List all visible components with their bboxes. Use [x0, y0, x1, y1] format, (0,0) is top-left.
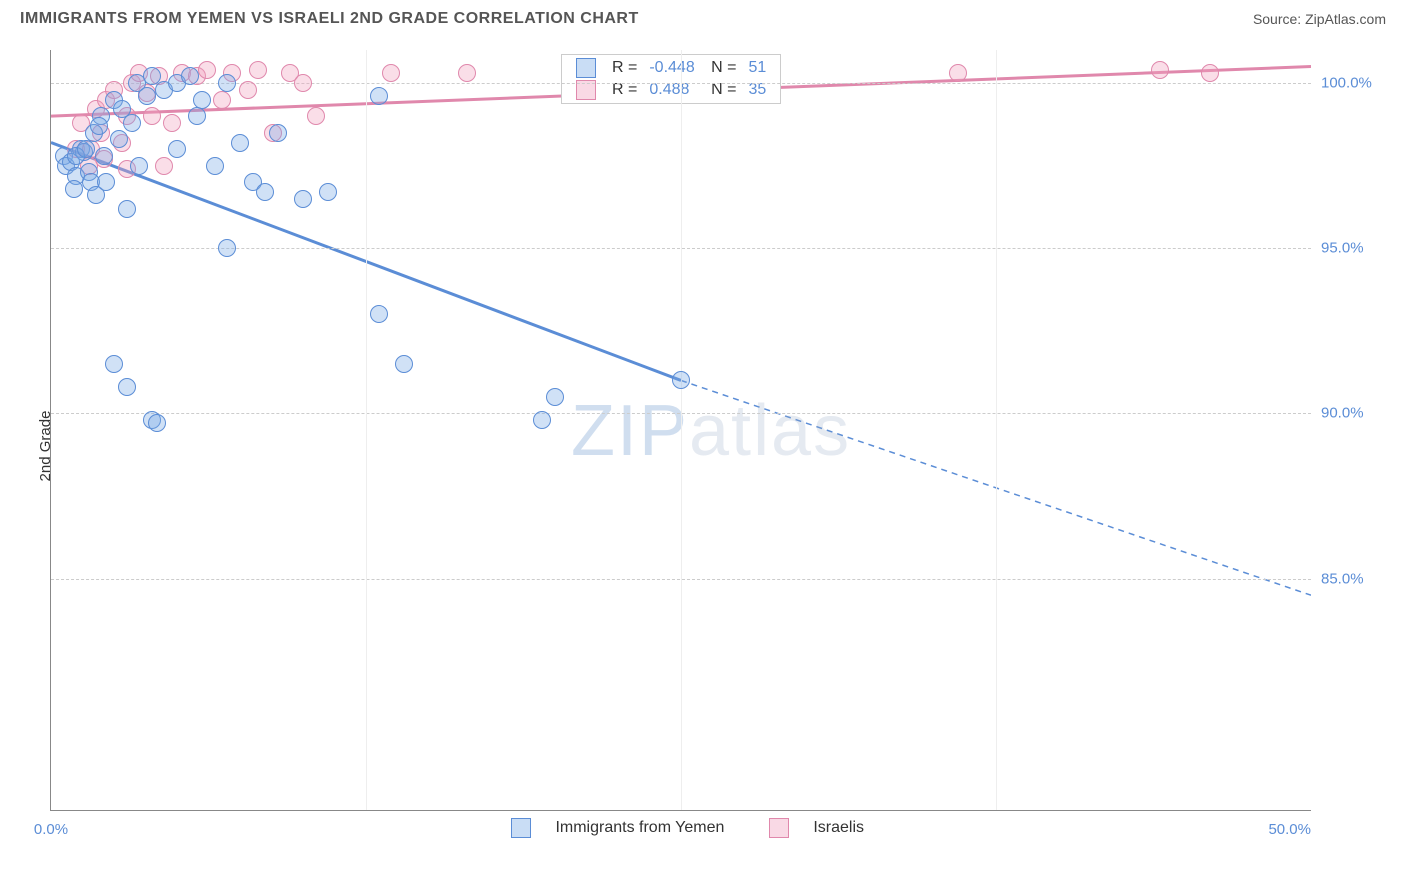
scatter-point-blue — [77, 140, 95, 158]
series-legend: Immigrants from Yemen Israelis — [511, 818, 904, 838]
scatter-point-blue — [90, 117, 108, 135]
scatter-point-blue — [130, 157, 148, 175]
gridline-v — [996, 50, 997, 810]
swatch-blue-icon — [576, 58, 596, 78]
scatter-point-blue — [218, 74, 236, 92]
scatter-point-blue — [395, 355, 413, 373]
scatter-point-blue — [168, 140, 186, 158]
scatter-point-blue — [97, 173, 115, 191]
scatter-point-pink — [239, 81, 257, 99]
legend-item-blue: Immigrants from Yemen — [511, 819, 744, 836]
scatter-point-blue — [193, 91, 211, 109]
y-tick-label: 95.0% — [1321, 240, 1381, 257]
watermark: ZIPatlas — [571, 390, 851, 472]
scatter-point-blue — [118, 200, 136, 218]
scatter-point-blue — [218, 239, 236, 257]
scatter-point-blue — [533, 411, 551, 429]
scatter-point-blue — [138, 87, 156, 105]
gridline-v — [366, 50, 367, 810]
scatter-point-pink — [458, 64, 476, 82]
scatter-point-pink — [382, 64, 400, 82]
scatter-point-pink — [1201, 64, 1219, 82]
scatter-point-blue — [319, 183, 337, 201]
scatter-point-blue — [269, 124, 287, 142]
legend-row-blue: R =-0.448 N =51 — [570, 57, 772, 79]
scatter-point-blue — [672, 371, 690, 389]
swatch-blue-icon — [511, 818, 531, 838]
legend-item-pink: Israelis — [769, 819, 884, 836]
scatter-point-blue — [148, 414, 166, 432]
correlation-legend: R =-0.448 N =51 R =0.488 N =35 — [561, 54, 781, 104]
gridline-v — [681, 50, 682, 810]
x-tick-label: 50.0% — [1268, 821, 1311, 838]
n-value-blue: 51 — [743, 57, 773, 79]
scatter-point-blue — [65, 180, 83, 198]
scatter-point-pink — [213, 91, 231, 109]
scatter-point-pink — [143, 107, 161, 125]
scatter-point-blue — [181, 67, 199, 85]
scatter-point-pink — [1151, 61, 1169, 79]
scatter-point-pink — [163, 114, 181, 132]
scatter-point-blue — [546, 388, 564, 406]
x-tick-label: 0.0% — [34, 821, 68, 838]
scatter-point-pink — [249, 61, 267, 79]
scatter-point-pink — [155, 157, 173, 175]
scatter-point-blue — [370, 87, 388, 105]
scatter-point-blue — [110, 130, 128, 148]
scatter-point-pink — [198, 61, 216, 79]
r-value-blue: -0.448 — [643, 57, 700, 79]
y-tick-label: 100.0% — [1321, 75, 1381, 92]
scatter-point-blue — [113, 100, 131, 118]
y-tick-label: 90.0% — [1321, 405, 1381, 422]
scatter-point-blue — [206, 157, 224, 175]
legend-label-blue: Immigrants from Yemen — [555, 819, 724, 836]
scatter-point-pink — [294, 74, 312, 92]
scatter-point-blue — [188, 107, 206, 125]
legend-label-pink: Israelis — [813, 819, 864, 836]
scatter-point-pink — [307, 107, 325, 125]
swatch-pink-icon — [769, 818, 789, 838]
y-tick-label: 85.0% — [1321, 570, 1381, 587]
source-label: Source: ZipAtlas.com — [1253, 11, 1386, 27]
scatter-point-blue — [231, 134, 249, 152]
scatter-point-blue — [118, 378, 136, 396]
scatter-point-blue — [95, 147, 113, 165]
scatter-point-blue — [294, 190, 312, 208]
scatter-point-blue — [370, 305, 388, 323]
scatter-point-blue — [105, 355, 123, 373]
chart-plot-area: ZIPatlas R =-0.448 N =51 R =0.488 N =35 … — [50, 50, 1311, 811]
chart-title: IMMIGRANTS FROM YEMEN VS ISRAELI 2ND GRA… — [20, 10, 639, 28]
scatter-point-blue — [256, 183, 274, 201]
scatter-point-pink — [949, 64, 967, 82]
